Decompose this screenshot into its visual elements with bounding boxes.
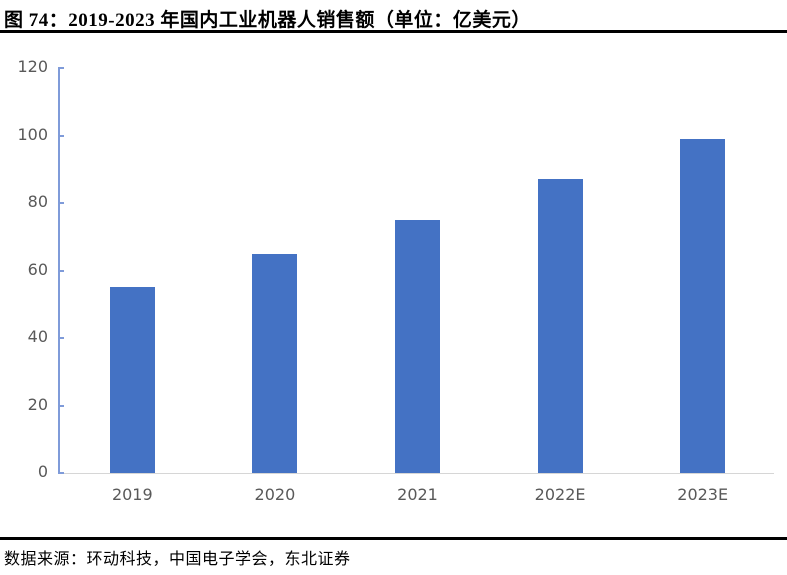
bar-2022E <box>537 179 583 473</box>
y-axis-tick-80 <box>58 202 64 204</box>
y-axis-label-60: 60 <box>27 259 48 279</box>
x-axis-label-2020: 2020 <box>254 485 296 504</box>
x-axis-label-2019: 2019 <box>111 485 153 504</box>
y-axis-label-20: 20 <box>27 394 48 414</box>
bar-2021 <box>395 219 440 473</box>
y-axis-label-0: 0 <box>37 462 48 481</box>
y-axis-label-100: 100 <box>17 124 48 144</box>
y-axis-tick-0 <box>58 472 64 474</box>
title-divider-line <box>0 30 787 33</box>
y-axis-label-40: 40 <box>27 327 48 346</box>
y-axis-tick-120 <box>58 67 64 69</box>
y-axis-tick-60 <box>58 269 64 272</box>
x-axis-baseline <box>58 473 774 474</box>
bar-2020 <box>252 253 298 473</box>
x-axis-label-2021: 2021 <box>397 485 438 504</box>
x-axis-label-2022E: 2022E <box>534 485 586 504</box>
y-axis-tick-20 <box>58 404 64 407</box>
bar-2019 <box>109 287 155 473</box>
footer-divider-line <box>0 537 787 540</box>
x-axis-label-2023E: 2023E <box>677 485 729 504</box>
y-axis-label-120: 120 <box>17 57 48 76</box>
figure-title: 图 74：2019-2023 年国内工业机器人销售额（单位：亿美元） <box>4 10 531 31</box>
bar-2023E <box>680 138 726 473</box>
data-source-note: 数据来源：环动科技，中国电子学会，东北证券 <box>4 551 351 568</box>
y-axis-label-80: 80 <box>27 192 48 211</box>
y-axis-tick-40 <box>58 337 64 339</box>
y-axis-tick-100 <box>58 134 64 137</box>
